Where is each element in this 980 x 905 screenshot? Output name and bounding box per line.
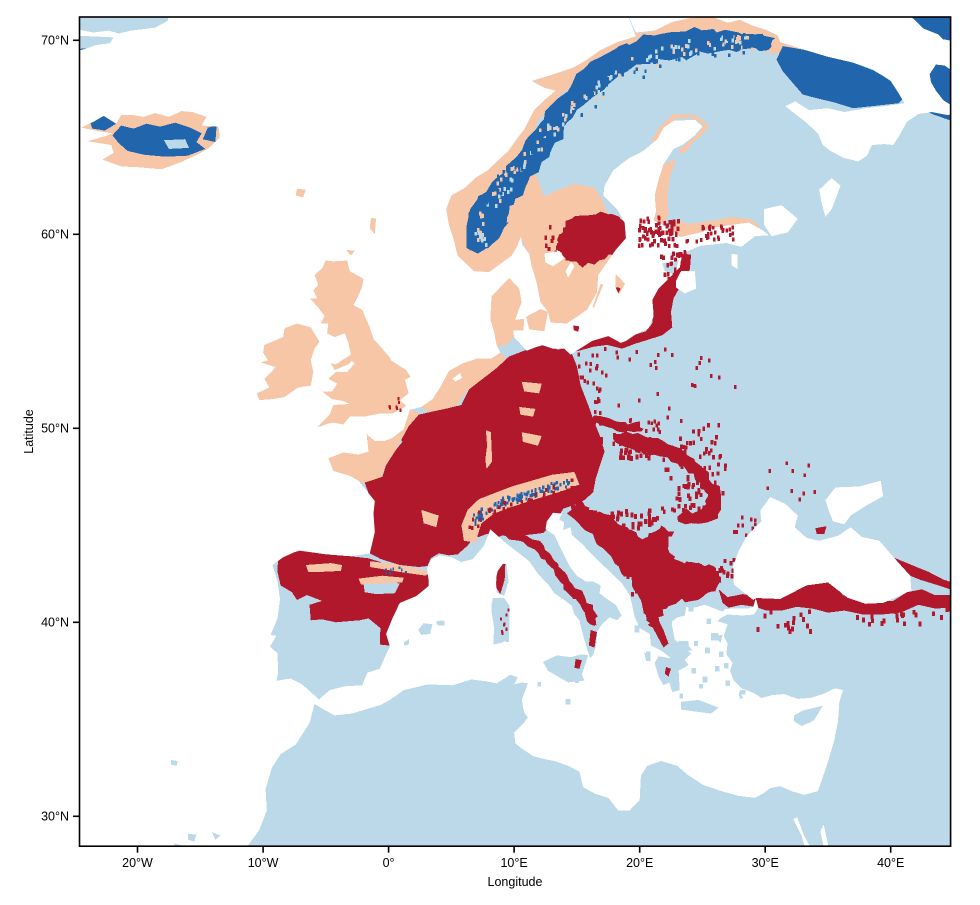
- svg-text:20°W: 20°W: [122, 856, 153, 870]
- svg-text:Latitude: Latitude: [22, 409, 36, 454]
- svg-text:10°W: 10°W: [248, 856, 279, 870]
- svg-text:40°E: 40°E: [877, 856, 904, 870]
- svg-text:0°: 0°: [383, 856, 395, 870]
- svg-text:60°N: 60°N: [41, 228, 69, 242]
- svg-text:30°N: 30°N: [41, 810, 69, 824]
- svg-text:30°E: 30°E: [752, 856, 779, 870]
- svg-text:Longitude: Longitude: [488, 875, 543, 889]
- svg-text:40°N: 40°N: [41, 616, 69, 630]
- svg-text:70°N: 70°N: [41, 34, 69, 48]
- svg-text:20°E: 20°E: [626, 856, 653, 870]
- svg-text:50°N: 50°N: [41, 422, 69, 436]
- svg-text:10°E: 10°E: [500, 856, 527, 870]
